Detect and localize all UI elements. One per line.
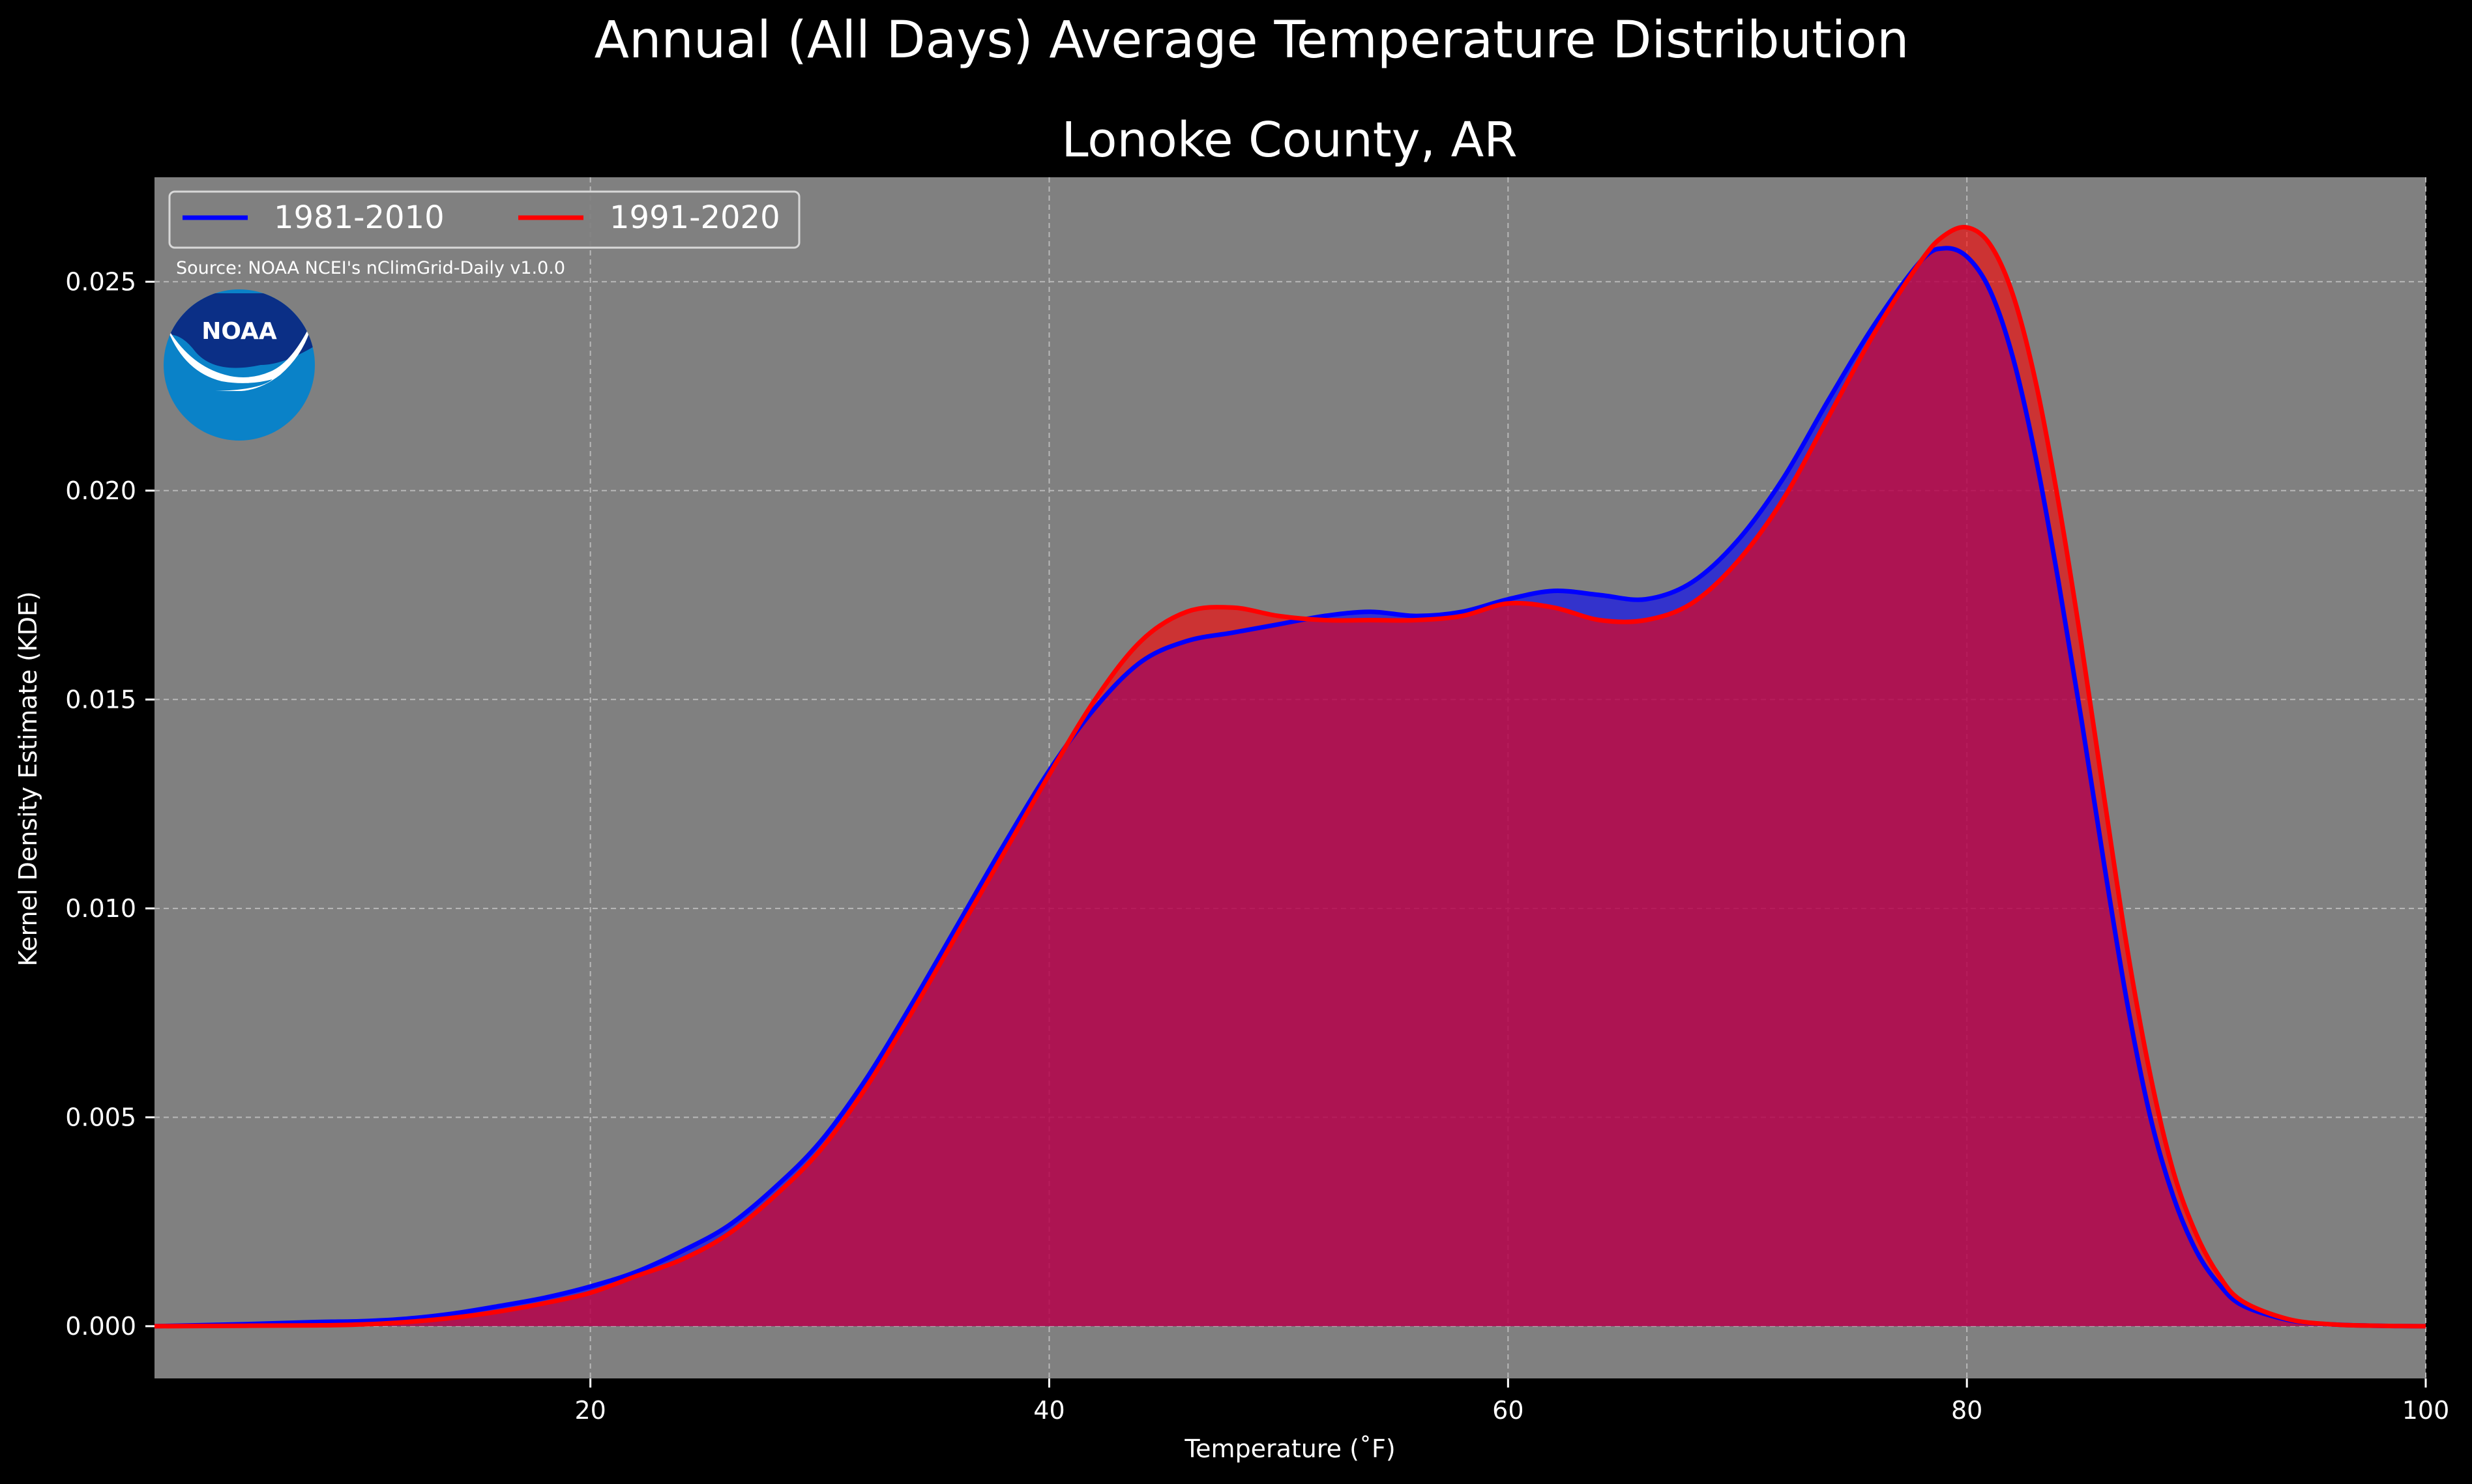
x-tick-label: 20 [574, 1396, 606, 1425]
area-fill-1991-2020 [154, 227, 2426, 1326]
legend-label-1981-2010: 1981-2010 [274, 199, 445, 236]
x-tick-label: 60 [1492, 1396, 1523, 1425]
noaa-logo-top [164, 293, 315, 368]
x-tick-label: 100 [2402, 1396, 2450, 1425]
density-fills [154, 227, 2426, 1326]
x-axis-label: Temperature (˚F) [1184, 1434, 1395, 1463]
y-tick-label: 0.000 [65, 1312, 136, 1341]
y-tick-label: 0.005 [65, 1103, 136, 1131]
legend-box [168, 190, 801, 249]
y-tick-label: 0.025 [65, 267, 136, 296]
source-note: Source: NOAA NCEI's nClimGrid-Daily v1.0… [176, 258, 565, 278]
chart-title: Lonoke County, AR [1061, 112, 1517, 168]
x-tick-label: 80 [1951, 1396, 1982, 1425]
noaa-logo: NOAA [164, 289, 315, 441]
density-lines [154, 225, 2426, 1329]
series-line-1991-2020 [154, 225, 2426, 1329]
noaa-logo-text: NOAA [201, 318, 277, 345]
noaa-logo-bird-icon [166, 319, 313, 391]
y-tick-label: 0.015 [65, 685, 136, 714]
y-axis-label: Kernel Density Estimate (KDE) [14, 591, 42, 967]
y-tick-label: 0.010 [65, 894, 136, 923]
axes: 20 40 60 80 100 0.000 0.005 0.010 0.015 0.020 0.02… [65, 267, 2449, 1425]
y-tick-label: 0.020 [65, 476, 136, 505]
chart-suptitle: Annual (All Days) Average Temperature Di… [595, 11, 1909, 70]
legend: 1981-2010 1991-2020 [168, 190, 801, 249]
x-tick-label: 40 [1033, 1396, 1065, 1425]
legend-label-1991-2020: 1991-2020 [610, 199, 780, 236]
series-line-1981-2010 [154, 246, 2426, 1329]
